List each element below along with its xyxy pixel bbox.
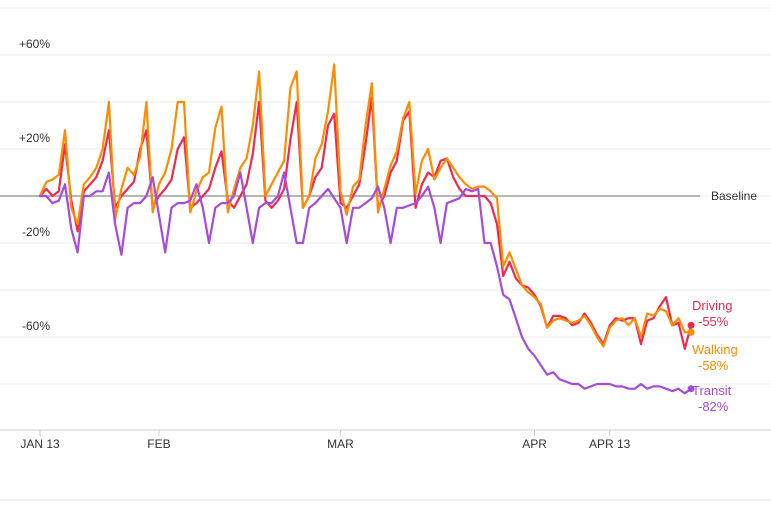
legend-value-transit: -82% (698, 399, 729, 414)
series-end-labels: Driving-55% Walking-58% Transit-82% (692, 298, 738, 414)
y-tick-label: +20% (19, 131, 50, 145)
y-axis-tick-labels: +60% +20% -20% -60% (19, 37, 50, 333)
y-tick-label: +60% (19, 37, 50, 51)
legend-value-driving: -55% (698, 314, 729, 329)
series-line-walking (38, 63, 693, 348)
y-tick-label: -60% (22, 319, 50, 333)
x-tick-label: APR 13 (589, 437, 631, 451)
y-tick-label: -20% (22, 225, 50, 239)
baseline-label: Baseline (711, 189, 757, 203)
series-end-dot-walking (687, 328, 695, 336)
series-end-dot-driving (687, 321, 695, 329)
legend-name-walking: Walking (692, 342, 738, 357)
legend-name-transit: Transit (692, 383, 732, 398)
legend-name-driving: Driving (692, 298, 732, 313)
legend-value-walking: -58% (698, 358, 729, 373)
x-axis-ticks: JAN 13 FEB MAR APR APR 13 (20, 430, 631, 451)
x-tick-label: JAN 13 (20, 437, 60, 451)
series-end-dot-transit (687, 385, 695, 393)
x-tick-label: FEB (147, 437, 170, 451)
series-line-transit (38, 171, 693, 395)
x-tick-label: APR (522, 437, 547, 451)
x-tick-label: MAR (327, 437, 354, 451)
series-lines (38, 63, 695, 395)
